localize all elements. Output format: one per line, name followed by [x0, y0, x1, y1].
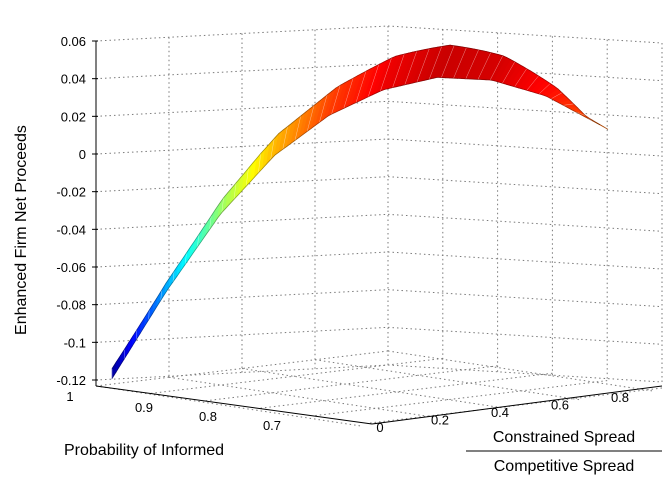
- grid-line-z: [388, 365, 662, 382]
- surface-strip: [132, 330, 137, 346]
- y-tick-label: 1: [66, 389, 73, 404]
- grid-line-z: [388, 177, 662, 194]
- grid-line-floor: [242, 369, 507, 409]
- z-tick-label: -0.1: [64, 335, 86, 350]
- x-axis-label-denominator: Competitive Spread: [494, 458, 635, 475]
- x-axis-label-numerator: Constrained Spread: [493, 429, 635, 446]
- surface-strip: [120, 349, 124, 365]
- grid-line-floor: [260, 373, 552, 408]
- grid-line-floor: [206, 366, 498, 401]
- x-tick-label: 0.8: [611, 390, 629, 405]
- grid-line-floor: [388, 351, 653, 391]
- grid-line-z: [388, 327, 662, 344]
- grid-line-z: [388, 290, 662, 307]
- grid-line-floor: [315, 360, 580, 400]
- grid-line-z: [96, 290, 388, 305]
- x-tick-label: 0.2: [431, 412, 449, 427]
- grid-line-z: [388, 101, 662, 118]
- surface-strip: [124, 343, 128, 359]
- x-tick-label: 0.4: [491, 405, 509, 420]
- z-tick-label: -0.02: [56, 185, 86, 200]
- grid-line-z: [388, 214, 662, 231]
- z-tick-label: -0.12: [56, 373, 86, 388]
- grid-line-floor: [151, 358, 443, 393]
- x-tick-label: 0: [376, 420, 383, 435]
- grid-line-z: [388, 139, 662, 156]
- z-tick-label: -0.04: [56, 222, 86, 237]
- surface-mesh: [112, 45, 608, 379]
- z-axis-label: Enhanced Firm Net Proceeds: [13, 125, 30, 335]
- surface-lower-edge: [112, 77, 600, 378]
- z-tick-label: 0.06: [61, 34, 86, 49]
- y-tick-label: 0.7: [263, 418, 281, 433]
- z-tick-label: 0.04: [61, 72, 86, 87]
- grid-line-z: [388, 26, 662, 43]
- z-tick-label: 0.02: [61, 109, 86, 124]
- x-tick-label: 0.6: [551, 397, 569, 412]
- z-tick-label: 0: [79, 147, 86, 162]
- y-tick-label: 0.9: [135, 400, 153, 415]
- surface-strip: [116, 356, 120, 372]
- y-tick-label: 0.8: [199, 409, 217, 424]
- surface-strip: [128, 336, 132, 352]
- y-axis-label: Probability of Informed: [64, 442, 224, 459]
- surface-strip: [136, 323, 141, 339]
- grid-line-z: [388, 252, 662, 269]
- z-tick-label: -0.06: [56, 260, 86, 275]
- z-tick-label: -0.08: [56, 298, 86, 313]
